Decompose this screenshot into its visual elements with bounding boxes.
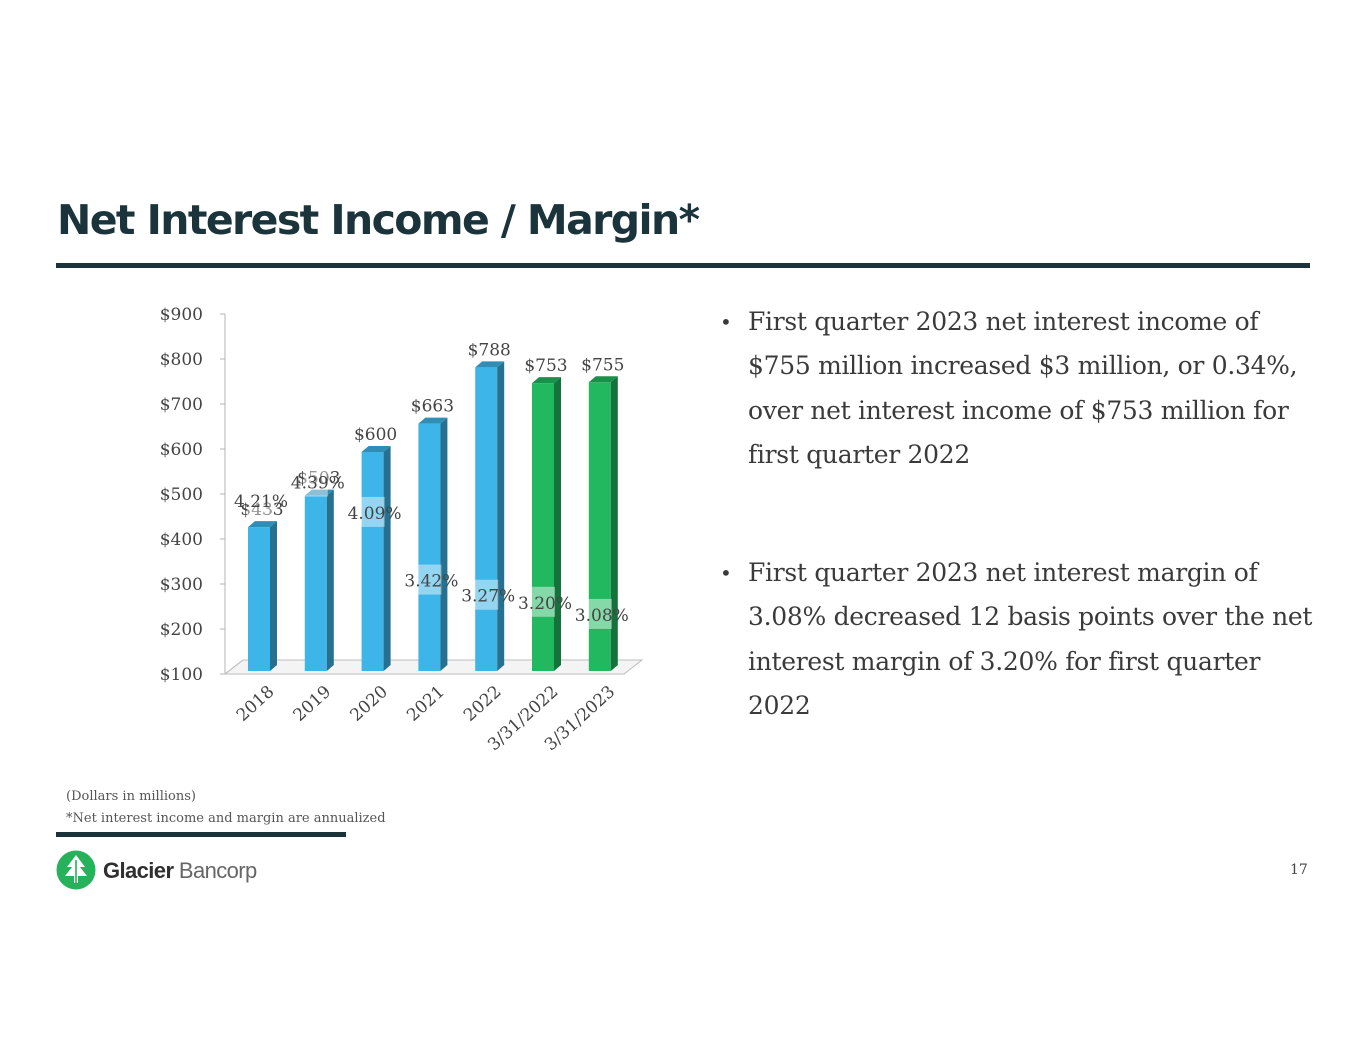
tree-icon [56, 850, 96, 890]
bar-value-label: $503 [297, 469, 340, 489]
bar-front [532, 383, 554, 671]
brand-bold: Glacier [103, 858, 174, 883]
y-tick-label: $800 [160, 350, 203, 370]
bar-2021: $663 3.42% [404, 397, 458, 671]
margin-band [247, 484, 271, 515]
y-axis: $100 $200 $300 $400 $500 $600 $700 $800 $900 [160, 305, 226, 685]
y-tick-label: $500 [160, 485, 203, 505]
y-tick-label: $400 [160, 530, 203, 550]
bar-2020: $600 4.09% [348, 425, 402, 671]
x-tick-label: 2019 [290, 682, 336, 726]
brand-wordmark: Glacier Bancorp [103, 858, 257, 884]
bullet-text: First quarter 2023 net interest income o… [748, 307, 1298, 469]
bar-top [248, 521, 277, 528]
x-tick-label: 2020 [346, 682, 392, 726]
bullet-income: • First quarter 2023 net interest income… [720, 300, 1320, 477]
bar-front [475, 367, 498, 671]
bar-value-label: $755 [581, 355, 624, 375]
y-tick-label: $300 [160, 575, 203, 595]
bar-top [588, 376, 618, 383]
margin-label: 3.20% [518, 594, 572, 614]
bar-top [304, 489, 334, 496]
bar-3/31/2023: $755 3.08% [575, 355, 629, 671]
x-tick-label: 2022 [460, 682, 506, 726]
bar-top [475, 361, 505, 368]
margin-label: 3.42% [404, 572, 458, 592]
margin-band [303, 466, 328, 497]
footer-divider [56, 832, 346, 837]
y-tick-label: $100 [160, 665, 203, 685]
bar-value-label: $433 [240, 500, 283, 520]
bars-group: $4334.21%$5034.39%$6004.09%$6633.42%$788… [234, 340, 629, 671]
bar-2019: $5034.39% [291, 466, 345, 671]
margin-band [417, 564, 442, 595]
bar-3/31/2022: $753 3.20% [518, 356, 572, 671]
commentary: • First quarter 2023 net interest income… [720, 300, 1320, 728]
margin-label: 4.09% [348, 504, 402, 524]
margin-label: 3.27% [461, 587, 515, 607]
bullet-margin: • First quarter 2023 net interest margin… [720, 551, 1320, 728]
bar-top [361, 446, 391, 452]
bar-side [270, 521, 277, 671]
units-note: (Dollars in millions) [66, 789, 196, 804]
y-tick-label: $200 [160, 620, 203, 640]
bar-top [532, 377, 561, 384]
net-interest-income-chart: $100 $200 $300 $400 $500 $600 $700 $800 $900 $43… [160, 305, 644, 755]
margin-band [531, 586, 555, 617]
page-number: 17 [1290, 862, 1308, 878]
y-tick-label: $600 [160, 440, 203, 460]
bar-side [554, 377, 561, 671]
margin-label: 3.08% [575, 606, 629, 626]
brand-light: Bancorp [178, 858, 257, 883]
margin-band [360, 496, 385, 527]
bullet-dot: • [720, 561, 732, 586]
y-tick-label: $700 [160, 395, 203, 415]
bar-side [610, 376, 618, 671]
bar-2022: $788 3.27% [461, 340, 515, 671]
title-divider [56, 263, 1310, 268]
bar-front [361, 452, 384, 671]
bar-front [418, 423, 441, 671]
margin-band [474, 579, 499, 610]
bar-value-label: $753 [524, 356, 567, 376]
bar-top [418, 417, 448, 424]
bar-value-label: $788 [468, 340, 511, 360]
bar-2018: $4334.21% [234, 484, 288, 671]
bar-front [588, 382, 611, 671]
bar-side [440, 417, 448, 671]
bullet-text: First quarter 2023 net interest margin o… [748, 558, 1313, 721]
margin-band [587, 598, 612, 629]
floor-edge [224, 659, 244, 675]
bar-side [326, 489, 334, 671]
y-tick-label: $900 [160, 305, 203, 325]
x-tick-label: 2018 [233, 682, 279, 726]
bar-front [304, 495, 327, 671]
bar-value-label: $663 [411, 397, 454, 417]
bullet-dot: • [720, 310, 732, 334]
x-tick-label: 2021 [403, 682, 449, 726]
bar-side [497, 361, 505, 671]
margin-label: 4.39% [291, 474, 345, 494]
bar-side [383, 446, 391, 671]
slide-title: Net Interest Income / Margin* [57, 196, 700, 244]
bar-front [248, 527, 270, 671]
annualized-note: *Net interest income and margin are annu… [66, 811, 386, 826]
bar-value-label: $600 [354, 425, 397, 445]
margin-label: 4.21% [234, 492, 288, 512]
